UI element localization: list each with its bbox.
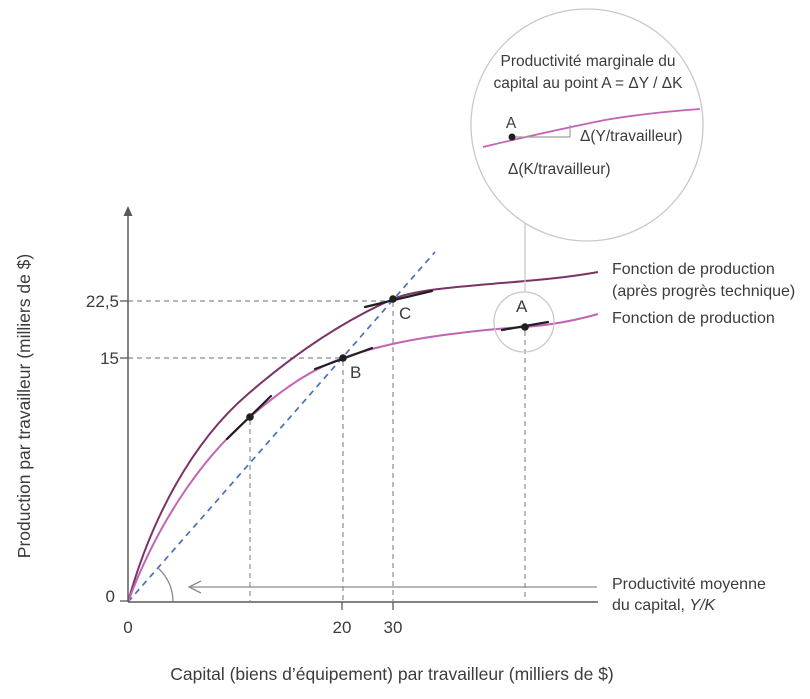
inset-point-a-label: A <box>506 115 517 132</box>
lower-tangency-point-dot <box>246 413 254 421</box>
x-tick-label-0: 0 <box>123 618 132 637</box>
production-function-after-progress-curve <box>127 271 599 603</box>
x-tick-label-30: 30 <box>384 618 403 637</box>
point-a-label: A <box>516 297 528 316</box>
inset-curve <box>482 108 701 148</box>
inset-title-line1: Productivité marginale du <box>501 53 676 70</box>
average-productivity-variable: Y/K <box>689 597 716 614</box>
x-axis-title: Capital (biens d’équipement) par travail… <box>170 664 614 684</box>
average-productivity-label-line2: du capital, Y/K <box>612 597 717 614</box>
point-a-dot <box>521 323 529 331</box>
point-c-label: C <box>399 304 411 323</box>
magnifier-circle <box>493 291 555 353</box>
legend-production-function-after-progress-line2: (après progrès technique) <box>612 283 795 300</box>
point-b-dot <box>339 354 347 362</box>
y-axis-arrowhead-icon <box>123 206 133 216</box>
average-productivity-label-line2-prefix: du capital, <box>612 597 689 614</box>
y-tick-label-22-5: 22,5 <box>86 292 119 311</box>
production-function-curve <box>127 313 599 603</box>
legend-production-function-after-progress-line1: Fonction de production <box>612 261 775 278</box>
point-c-dot <box>389 295 397 303</box>
x-tick-label-20: 20 <box>333 618 352 637</box>
point-b-label: B <box>350 363 361 382</box>
tangent-at-c <box>363 289 434 309</box>
average-productivity-ray <box>127 251 436 603</box>
y-tick-label-0: 0 <box>106 587 115 606</box>
origin-angle-arc <box>157 567 174 603</box>
y-tick-label-15: 15 <box>100 349 119 368</box>
inset-title-line2: capital au point A = ΔY / ΔK <box>494 75 684 92</box>
inset-delta-k-label: Δ(K/travailleur) <box>508 161 611 178</box>
legend-production-function: Fonction de production <box>612 310 775 327</box>
inset-circle <box>470 8 704 242</box>
inset-point-a-dot <box>508 133 516 141</box>
average-productivity-label-line1: Productivité moyenne <box>612 576 766 593</box>
average-productivity-arrowhead-icon <box>187 580 202 594</box>
inset-delta-y-label: Δ(Y/travailleur) <box>580 128 683 145</box>
y-axis-title: Production par travailleur (milliers de … <box>14 254 34 558</box>
